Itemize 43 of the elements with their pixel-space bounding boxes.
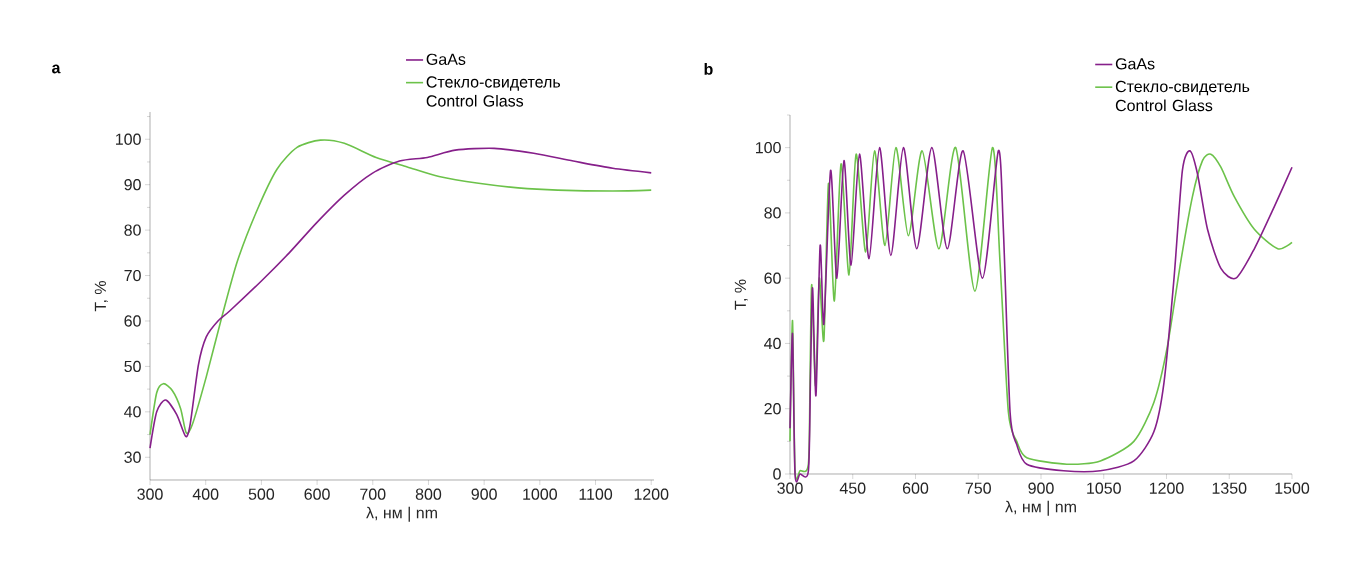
x-tick-label: 300 <box>137 488 163 500</box>
x-tick-label: 900 <box>1028 482 1054 494</box>
x-tick-label: 1500 <box>1275 482 1310 494</box>
y-tick-label: 100 <box>116 133 141 145</box>
y-tick-label: 30 <box>124 451 141 463</box>
y-tick-label: 60 <box>764 272 781 284</box>
x-tick-label: 700 <box>360 488 386 500</box>
y-tick-label: 50 <box>124 360 141 373</box>
x-tick-label: 1200 <box>1149 482 1184 494</box>
y-tick-label: 90 <box>124 179 141 191</box>
x-tick-label: 1000 <box>523 488 557 500</box>
x-axis-title: λ, нм | nm <box>366 506 437 522</box>
x-tick-label: 450 <box>839 482 866 494</box>
chart-title: b <box>704 63 713 75</box>
y-tick-label: 40 <box>124 406 141 418</box>
y-tick-label: 70 <box>124 269 141 282</box>
x-tick-label: 1200 <box>634 488 669 500</box>
x-axis-title: λ, нм | nm <box>1005 500 1076 516</box>
x-tick-label: 500 <box>248 488 275 500</box>
legend-label: Стекло-свидетель Control Glass <box>1115 80 1250 112</box>
legend-label: Стекло-свидетель Control Glass <box>426 76 561 107</box>
x-tick-label: 400 <box>192 488 219 500</box>
y-axis-title: T, % <box>734 279 748 310</box>
y-tick-label: 0 <box>773 468 781 480</box>
x-tick-label: 900 <box>471 488 497 500</box>
y-tick-label: 80 <box>124 224 141 236</box>
legend-label: GaAs <box>1115 58 1155 70</box>
x-tick-label: 800 <box>415 488 442 500</box>
x-tick-label: 750 <box>965 482 991 494</box>
y-tick-label: 40 <box>764 337 781 350</box>
y-tick-label: 80 <box>764 207 781 219</box>
y-tick-label: 60 <box>124 315 141 327</box>
y-tick-label: 20 <box>764 403 781 415</box>
legend-label: GaAs <box>426 53 466 65</box>
chart-title: a <box>52 64 61 74</box>
x-tick-label: 300 <box>777 482 803 494</box>
x-tick-label: 1100 <box>579 488 613 500</box>
x-tick-label: 600 <box>902 482 929 494</box>
x-tick-label: 600 <box>304 488 330 500</box>
x-tick-label: 1350 <box>1212 482 1247 494</box>
y-axis-title: T, % <box>94 281 108 312</box>
x-tick-label: 1050 <box>1087 482 1121 494</box>
y-tick-label: 100 <box>756 141 781 154</box>
